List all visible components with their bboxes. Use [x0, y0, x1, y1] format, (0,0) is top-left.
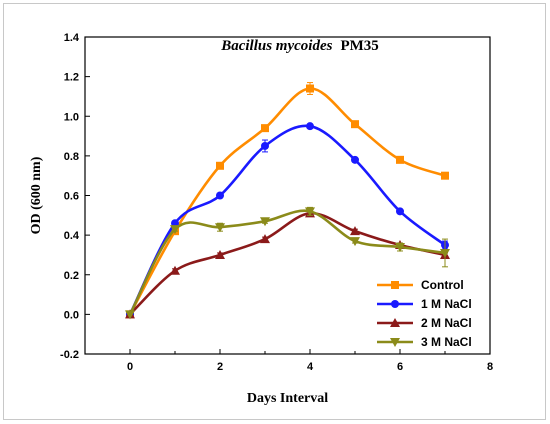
data-point: [396, 207, 404, 216]
data-point: [125, 310, 135, 320]
y-tick-label: 0.0: [64, 309, 79, 321]
series-control: [126, 82, 449, 319]
data-point: [395, 243, 405, 253]
y-tick-label: 1.4: [64, 32, 80, 44]
series-1-m-nacl: [126, 122, 449, 319]
data-point: [306, 122, 314, 131]
series-3-m-nacl: [125, 206, 450, 320]
y-tick-label: 1.2: [64, 72, 79, 84]
data-point: [261, 124, 269, 133]
figure-frame: [3, 3, 546, 420]
data-point: [170, 225, 180, 235]
y-tick-label: -0.2: [60, 349, 79, 361]
x-tick-label: 2: [217, 361, 223, 373]
data-point: [216, 191, 224, 200]
plot-axes: -0.2 0.0 0.2 0.4 0.6 0.8 1.0 1.2 1.4 0 2 4 6 8: [60, 32, 493, 373]
series-layer: [125, 82, 450, 320]
x-tick-label: 0: [127, 361, 133, 373]
legend-entry: 2 M NaCl: [377, 316, 472, 330]
series-line: [128, 87, 446, 315]
data-point: [215, 249, 225, 259]
legend-entry: 3 M NaCl: [377, 335, 472, 349]
data-point: [351, 120, 359, 129]
legend-label: 3 M NaCl: [421, 335, 472, 349]
x-tick-label: 8: [487, 361, 493, 373]
legend-label: 2 M NaCl: [421, 316, 472, 330]
legend-swatch-marker: [390, 338, 400, 347]
data-point: [305, 207, 315, 217]
data-point: [216, 161, 224, 170]
y-axis-title: OD (600 nm): [29, 156, 44, 234]
data-point: [441, 171, 449, 180]
data-point: [396, 155, 404, 164]
legend-entry: 1 M NaCl: [377, 297, 472, 311]
legend-swatch-marker: [391, 281, 399, 289]
data-point: [170, 265, 180, 275]
data-point: [306, 84, 314, 93]
data-point: [260, 234, 270, 244]
legend-swatch-marker: [390, 318, 400, 327]
data-point: [260, 217, 270, 227]
y-tick-label: 0.6: [64, 191, 79, 203]
data-point: [261, 141, 269, 150]
data-point: [351, 155, 359, 164]
x-tick-label: 6: [397, 361, 403, 373]
legend-entry: Control: [377, 278, 464, 292]
legend-swatch-marker: [391, 300, 399, 308]
chart-title-species: Bacillus mycoides: [220, 38, 332, 54]
y-tick-label: 0.4: [64, 230, 80, 242]
data-point: [350, 237, 360, 247]
x-axis-title: Days Interval: [247, 391, 328, 406]
y-tick-label: 0.2: [64, 270, 79, 282]
chart-title: Bacillus mycoides PM35: [220, 37, 379, 54]
legend-label: Control: [421, 278, 464, 292]
data-point: [350, 226, 360, 236]
legend-label: 1 M NaCl: [421, 297, 472, 311]
legend: Control 1 M NaCl 2 M NaCl 3 M NaCl: [377, 278, 472, 349]
data-point: [440, 248, 450, 258]
data-point: [215, 223, 225, 233]
chart-title-strain: PM35: [340, 38, 378, 54]
y-tick-label: 0.8: [64, 151, 79, 163]
x-tick-label: 4: [307, 361, 314, 373]
y-tick-label: 1.0: [64, 111, 79, 123]
